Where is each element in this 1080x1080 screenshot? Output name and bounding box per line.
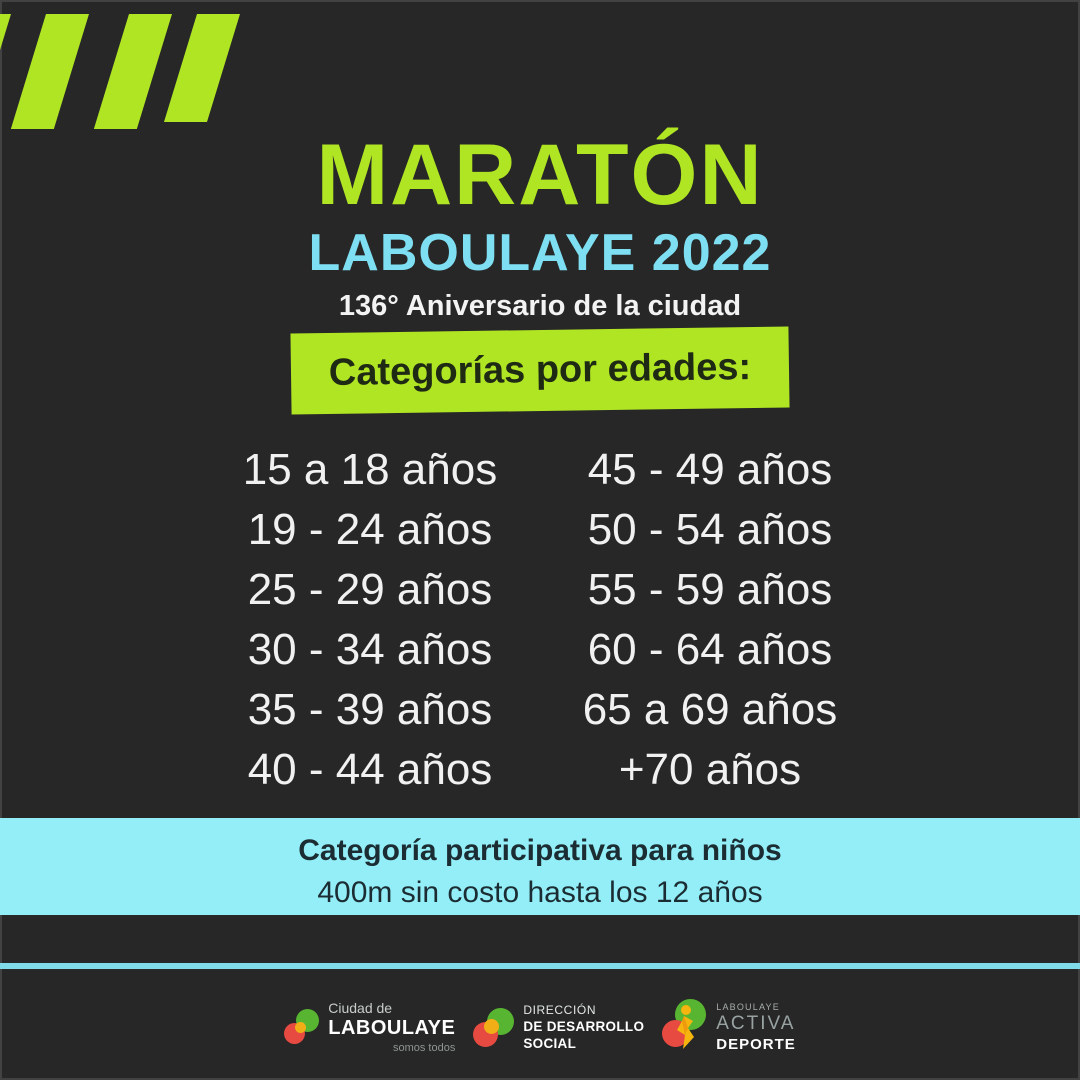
- event-title: MARATÓN: [316, 127, 764, 223]
- sport-circles-icon: [662, 999, 708, 1055]
- categories-header-label: Categorías por edades:: [328, 346, 752, 394]
- runner-icon: [677, 1005, 695, 1049]
- yellow-circle-icon: [484, 1018, 500, 1034]
- age-category-item: 65 a 69 años: [582, 685, 838, 734]
- kids-banner-subtitle: 400m sin costo hasta los 12 años: [317, 876, 763, 909]
- sport-logo-line3: DEPORTE: [716, 1035, 796, 1053]
- age-category-item: 40 - 44 años: [247, 745, 493, 794]
- masthead: MARATÓN LABOULAYE 2022 136° Aniversario …: [0, 132, 1080, 321]
- stripe-decoration: [0, 14, 11, 129]
- age-category-item: 30 - 34 años: [247, 625, 493, 674]
- yellow-circle-icon: [295, 1021, 307, 1033]
- stripe-decoration: [93, 14, 172, 129]
- city-logo-line2: LABOULAYE: [328, 1017, 456, 1039]
- age-category-item: +70 años: [618, 745, 802, 794]
- event-subtitle: LABOULAYE 2022: [308, 224, 772, 282]
- sport-logo-line1: LABOULAYE: [716, 1001, 780, 1012]
- logo-ciudad-de-laboulaye: Ciudad de LABOULAYE somos todos: [284, 1000, 455, 1054]
- categories-header-ribbon: Categorías por edades:: [290, 326, 790, 415]
- age-category-item: 60 - 64 años: [587, 625, 833, 674]
- age-category-item: 45 - 49 años: [587, 445, 833, 494]
- social-logo-line2: DE DESARROLLO: [523, 1019, 645, 1034]
- age-categories-column-right: 45 - 49 años 50 - 54 años 55 - 59 años 6…: [542, 440, 878, 800]
- logo-laboulaye-activa-deporte: LABOULAYE ACTIVA DEPORTE: [662, 999, 796, 1055]
- stripe-decoration: [163, 14, 240, 122]
- age-category-item: 35 - 39 años: [247, 685, 493, 734]
- event-tagline: 136° Aniversario de la ciudad: [338, 290, 742, 322]
- kids-banner-title: Categoría participativa para niños: [298, 834, 782, 867]
- age-category-item: 15 a 18 años: [242, 445, 498, 494]
- age-category-item: 50 - 54 años: [587, 505, 833, 554]
- city-logo-line3: somos todos: [392, 1042, 456, 1054]
- stripe-decoration: [10, 14, 89, 129]
- logo-direccion-desarrollo-social: DIRECCIÓN DE DESARROLLO SOCIAL: [473, 1003, 644, 1051]
- age-category-item: 19 - 24 años: [247, 505, 493, 554]
- city-circles-icon: [284, 1008, 320, 1046]
- age-categories-list: 15 a 18 años 19 - 24 años 25 - 29 años 3…: [0, 440, 1080, 800]
- cyan-divider-line: [0, 963, 1080, 969]
- social-logo-line3: SOCIAL: [523, 1036, 577, 1051]
- social-circles-icon: [473, 1007, 515, 1047]
- age-category-item: 55 - 59 años: [587, 565, 833, 614]
- age-category-item: 25 - 29 años: [247, 565, 493, 614]
- social-logo-line1: DIRECCIÓN: [523, 1003, 597, 1017]
- city-logo-line1: Ciudad de: [328, 1000, 393, 1016]
- sport-logo-line2: ACTIVA: [716, 1012, 796, 1034]
- kids-category-banner: Categoría participativa para niños 400m …: [0, 818, 1080, 915]
- age-categories-column-left: 15 a 18 años 19 - 24 años 25 - 29 años 3…: [202, 440, 538, 800]
- footer-logos: Ciudad de LABOULAYE somos todos DIRECCIÓ…: [0, 990, 1080, 1064]
